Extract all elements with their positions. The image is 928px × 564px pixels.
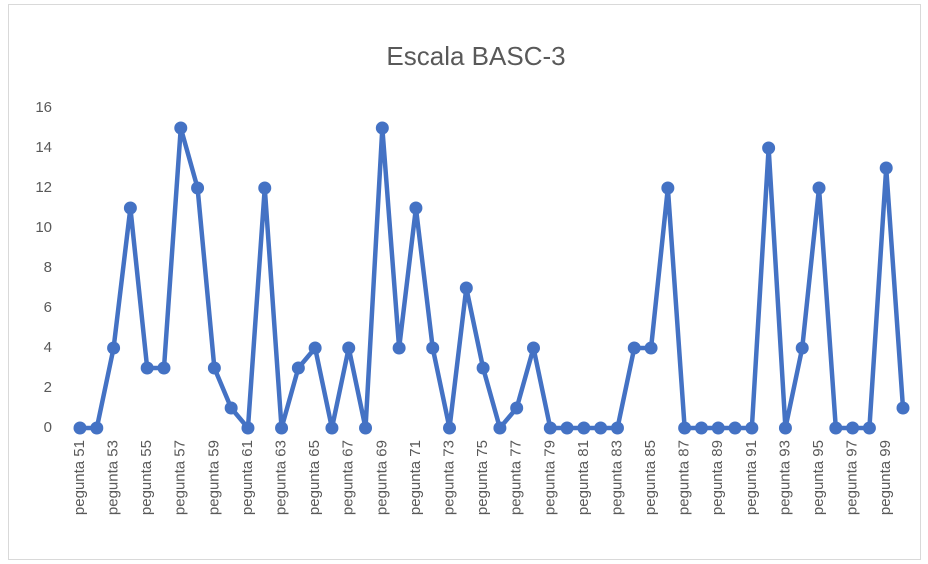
marker	[627, 341, 641, 355]
y-tick-label: 6	[44, 299, 52, 316]
marker	[543, 421, 557, 435]
x-tick-label: pegunta 75	[474, 440, 491, 515]
x-tick-label: pegunta 99	[877, 440, 894, 515]
marker	[392, 341, 406, 355]
marker	[594, 421, 608, 435]
x-tick-label: pegunta 67	[340, 440, 357, 515]
line	[80, 125, 906, 431]
x-tick-label: pegunta 89	[709, 440, 726, 515]
marker	[879, 161, 893, 175]
marker	[846, 421, 860, 435]
x-tick-label: pegunta 55	[138, 440, 155, 515]
x-tick-label: pegunta 93	[776, 440, 793, 515]
x-tick-label: pegunta 69	[373, 440, 390, 515]
marker	[661, 181, 675, 195]
marker	[241, 421, 255, 435]
y-tick-label: 4	[44, 339, 52, 356]
marker	[107, 341, 121, 355]
marker	[795, 341, 809, 355]
marker	[359, 421, 373, 435]
x-tick-label: pegunta 81	[575, 440, 592, 515]
y-tick-label: 0	[44, 419, 52, 436]
marker	[476, 361, 490, 375]
x-tick-label: pegunta 59	[205, 440, 222, 515]
marker	[862, 421, 876, 435]
marker	[291, 361, 305, 375]
marker	[275, 421, 289, 435]
marker	[123, 201, 137, 215]
marker	[73, 421, 87, 435]
x-tick-label: pegunta 65	[306, 440, 323, 515]
y-tick-label: 2	[44, 379, 52, 396]
marker	[644, 341, 658, 355]
marker	[728, 421, 742, 435]
x-tick-label: pegunta 87	[676, 440, 693, 515]
marker	[610, 421, 624, 435]
marker	[443, 421, 457, 435]
marker	[308, 341, 322, 355]
marker	[409, 201, 423, 215]
marker	[694, 421, 708, 435]
marker	[526, 341, 540, 355]
x-tick-label: pegunta 97	[844, 440, 861, 515]
marker	[577, 421, 591, 435]
x-tick-label: pegunta 83	[608, 440, 625, 515]
marker	[896, 401, 910, 415]
marker	[560, 421, 574, 435]
y-tick-label: 12	[35, 179, 52, 196]
y-tick-label: 14	[35, 139, 52, 156]
y-tick-label: 8	[44, 259, 52, 276]
x-tick-label: pegunta 95	[810, 440, 827, 515]
marker	[191, 181, 205, 195]
marker	[711, 421, 725, 435]
marker	[342, 341, 356, 355]
marker	[426, 341, 440, 355]
y-tick-label: 16	[35, 99, 52, 116]
marker	[258, 181, 272, 195]
marker	[762, 141, 776, 155]
x-tick-label: pegunta 63	[273, 440, 290, 515]
x-tick-label: pegunta 71	[407, 440, 424, 515]
marker	[778, 421, 792, 435]
x-tick-label: pegunta 85	[642, 440, 659, 515]
x-tick-label: pegunta 53	[105, 440, 122, 515]
marker	[493, 421, 507, 435]
x-tick-label: pegunta 79	[541, 440, 558, 515]
marker	[325, 421, 339, 435]
x-tick-label: pegunta 51	[71, 440, 88, 515]
marker	[207, 361, 221, 375]
x-tick-label: pegunta 73	[440, 440, 457, 515]
marker	[375, 121, 389, 135]
x-tick-label: pegunta 57	[172, 440, 189, 515]
marker	[174, 121, 188, 135]
marker	[510, 401, 524, 415]
marker	[812, 181, 826, 195]
x-tick-label: pegunta 91	[743, 440, 760, 515]
marker	[157, 361, 171, 375]
x-tick-label: pegunta 77	[508, 440, 525, 515]
marker	[459, 281, 473, 295]
marker	[745, 421, 759, 435]
marker	[140, 361, 154, 375]
chart-title: Escala BASC-3	[386, 41, 565, 71]
y-tick-label: 10	[35, 219, 52, 236]
marker	[224, 401, 238, 415]
x-tick-label: pegunta 61	[239, 440, 256, 515]
marker	[678, 421, 692, 435]
marker	[90, 421, 104, 435]
marker	[829, 421, 843, 435]
